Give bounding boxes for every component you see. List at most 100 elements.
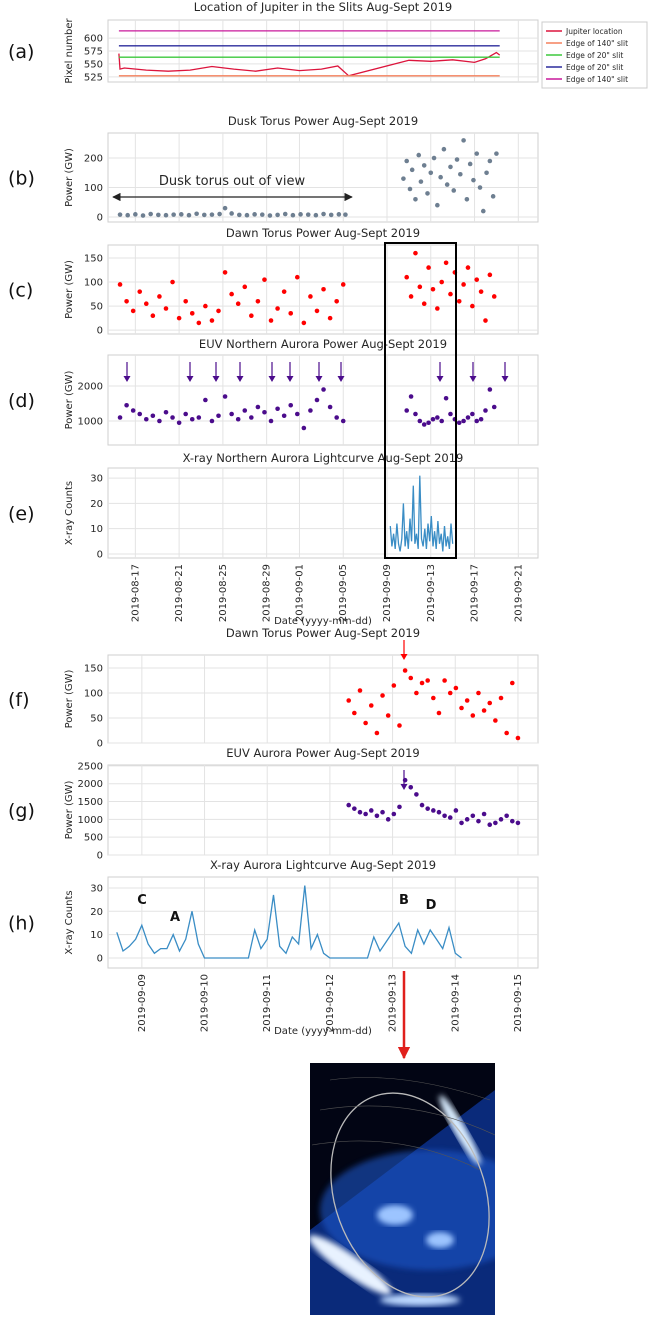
- point: [487, 387, 493, 392]
- annotation: Dusk torus out of view: [159, 174, 306, 189]
- point: [170, 279, 175, 285]
- point: [294, 411, 300, 417]
- point: [408, 784, 414, 790]
- point: [430, 286, 436, 292]
- point: [163, 212, 169, 218]
- point: [504, 730, 509, 736]
- highlight-box: [384, 242, 457, 559]
- point: [124, 402, 129, 408]
- point: [510, 680, 515, 686]
- event-arrow-head: [501, 376, 509, 382]
- point: [453, 685, 459, 691]
- point: [421, 301, 427, 306]
- point: [471, 177, 476, 183]
- chart-title: Location of Jupiter in the Slits Aug-Sep…: [194, 0, 452, 14]
- y-tick-label: 0: [97, 549, 103, 560]
- y-tick-label: 575: [84, 47, 103, 58]
- point: [140, 213, 146, 218]
- chart-title: Dusk Torus Power Aug-Sept 2019: [228, 114, 418, 128]
- y-axis-label: Power (GW): [64, 669, 75, 728]
- point: [464, 817, 470, 822]
- point: [483, 408, 488, 413]
- chart-title: EUV Northern Aurora Power Aug-Sept 2019: [199, 337, 447, 351]
- point: [456, 298, 462, 304]
- point: [143, 416, 149, 422]
- point: [401, 176, 406, 181]
- y-tick-label: 2000: [78, 382, 103, 393]
- point: [448, 291, 453, 297]
- y-tick-label: 0: [97, 953, 103, 964]
- point: [294, 274, 300, 280]
- point: [428, 170, 434, 176]
- point: [313, 212, 319, 218]
- x-tick-label: 2019-09-12: [325, 974, 336, 1032]
- legend-label: Edge of 140" slit: [566, 39, 628, 48]
- point: [374, 813, 380, 819]
- point: [229, 411, 234, 417]
- point: [380, 693, 385, 698]
- point: [436, 809, 442, 815]
- point: [334, 298, 339, 304]
- point: [470, 713, 476, 718]
- point: [259, 212, 265, 217]
- chart-title: Dawn Torus Power Aug-Sept 2019: [226, 226, 420, 240]
- panel-label: (h): [8, 913, 35, 935]
- event-arrow-head: [469, 376, 477, 382]
- y-tick-label: 500: [84, 833, 103, 844]
- point: [481, 708, 487, 713]
- point: [308, 294, 313, 299]
- point: [431, 808, 436, 813]
- x-tick-label: 2019-08-29: [262, 564, 273, 622]
- point: [252, 212, 257, 217]
- point: [439, 279, 445, 285]
- point: [374, 730, 380, 736]
- point: [216, 308, 221, 314]
- x-tick-label: 2019-09-11: [262, 974, 273, 1032]
- panel-label: (f): [8, 689, 30, 711]
- point: [222, 270, 228, 275]
- point: [125, 212, 130, 218]
- point: [431, 155, 437, 161]
- y-axis-label: Power (GW): [64, 148, 75, 207]
- y-axis-label: X-ray Counts: [64, 481, 75, 545]
- point: [439, 418, 445, 424]
- y-tick-label: 1500: [78, 797, 103, 808]
- annotation: B: [399, 893, 409, 908]
- x-axis-label: Date (yyyy-mm-dd): [274, 1026, 372, 1037]
- point: [340, 418, 346, 424]
- event-arrow-head: [236, 376, 244, 382]
- point: [409, 167, 415, 173]
- point: [308, 408, 313, 413]
- point: [470, 813, 476, 819]
- y-tick-label: 150: [84, 253, 103, 264]
- point: [235, 301, 241, 306]
- point: [491, 294, 497, 299]
- point: [163, 409, 169, 415]
- point: [487, 700, 493, 706]
- point: [301, 320, 307, 326]
- x-tick-label: 2019-09-14: [450, 974, 461, 1032]
- point: [133, 212, 138, 217]
- point: [242, 284, 248, 290]
- point: [458, 171, 463, 177]
- point: [448, 164, 453, 170]
- point: [148, 211, 153, 217]
- point: [363, 811, 368, 817]
- point: [363, 720, 368, 726]
- y-tick-label: 2000: [78, 779, 103, 790]
- y-tick-label: 20: [90, 907, 103, 918]
- point: [209, 318, 215, 323]
- chart-title: Dawn Torus Power Aug-Sept 2019: [226, 626, 420, 640]
- point: [327, 404, 333, 410]
- panel-label: (d): [8, 390, 35, 412]
- point: [476, 690, 481, 696]
- point: [301, 425, 307, 431]
- y-tick-label: 0: [97, 851, 103, 862]
- legend-label: Jupiter location: [565, 27, 623, 36]
- point: [413, 411, 418, 417]
- point: [157, 418, 162, 424]
- x-tick-label: 2019-09-09: [382, 564, 393, 622]
- point: [461, 418, 466, 424]
- point: [328, 212, 334, 218]
